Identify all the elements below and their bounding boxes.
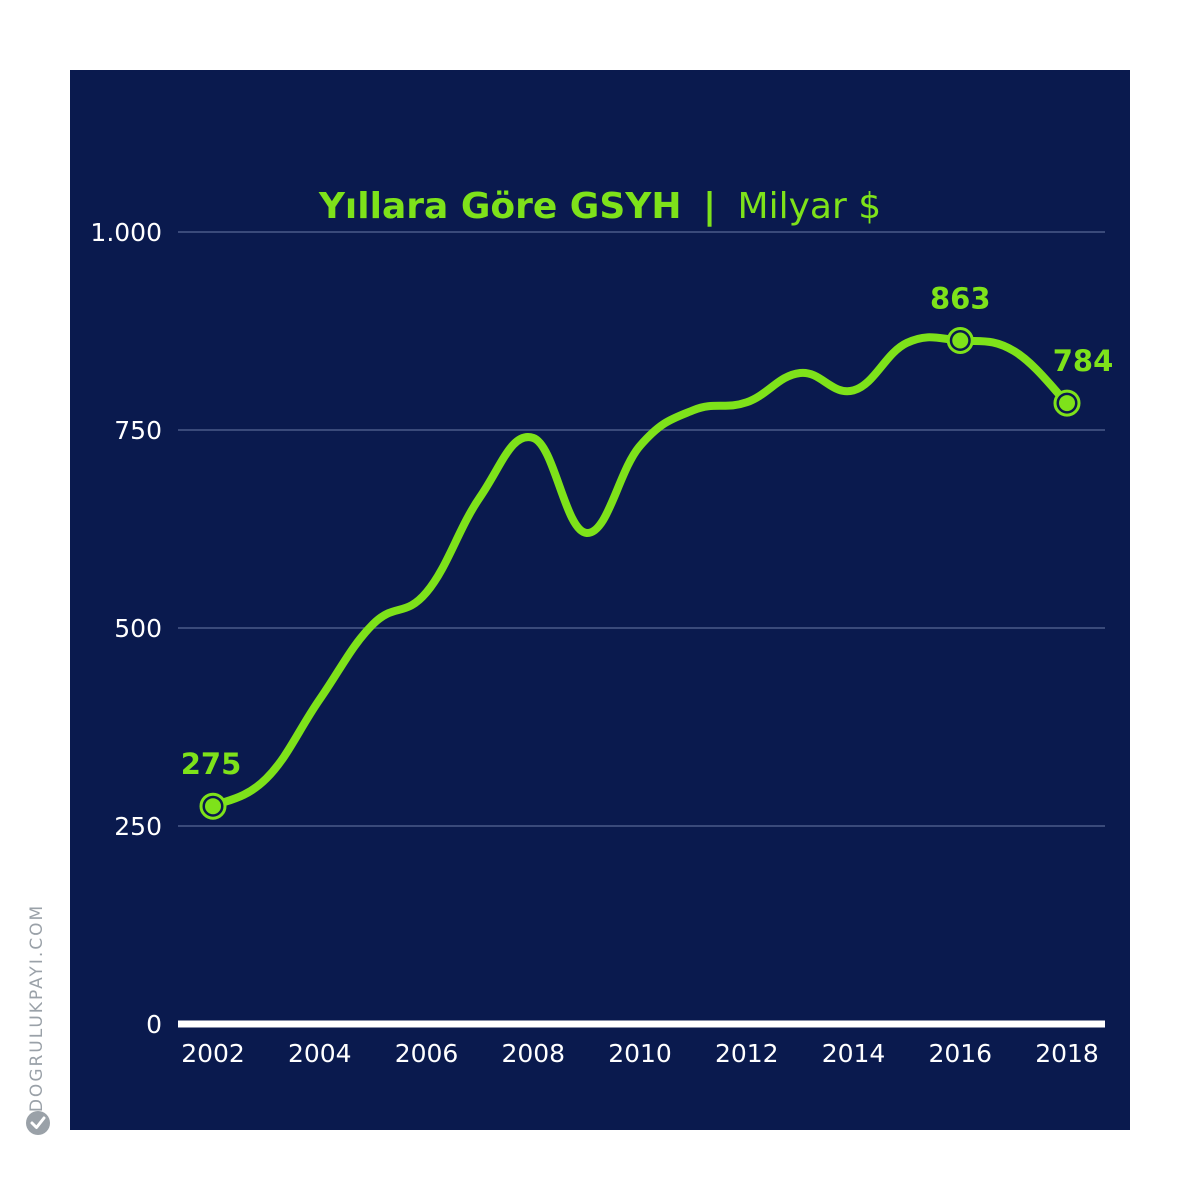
y-tick-label-250: 250 <box>114 812 162 841</box>
data-label-2016: 863 <box>930 282 991 316</box>
x-tick-label-2004: 2004 <box>288 1039 352 1068</box>
annotation-labels: 275 863 784 <box>181 282 1114 782</box>
grid-lines <box>178 231 1105 1028</box>
chart-panel: Yıllara Göre GSYH | Milyar $ 0 250 500 750 1… <box>70 70 1130 1130</box>
series-line <box>209 333 1071 811</box>
annotation-markers <box>199 327 1081 820</box>
data-point-2016 <box>946 327 974 355</box>
y-axis-tick-labels: 0 250 500 750 1.000 <box>90 218 162 1039</box>
data-point-2018 <box>1053 389 1081 417</box>
data-label-2002: 275 <box>181 747 242 781</box>
chart-svg: Yıllara Göre GSYH | Milyar $ 0 250 500 750 1… <box>90 186 1114 1068</box>
x-tick-label-2014: 2014 <box>822 1039 886 1068</box>
x-tick-label-2012: 2012 <box>715 1039 779 1068</box>
x-tick-label-2002: 2002 <box>181 1039 245 1068</box>
x-tick-label-2010: 2010 <box>608 1039 672 1068</box>
data-label-2018: 784 <box>1053 344 1114 378</box>
chart-subtitle: Milyar $ <box>738 186 882 227</box>
chart-title-separator: | <box>703 186 716 227</box>
y-tick-label-500: 500 <box>114 614 162 643</box>
x-tick-label-2008: 2008 <box>501 1039 565 1068</box>
dogrulukpayi-logo-icon <box>26 1111 50 1135</box>
data-point-2002 <box>199 792 227 820</box>
gdp-line <box>209 333 1071 811</box>
chart-title: Yıllara Göre GSYH | Milyar $ <box>318 186 881 227</box>
x-axis-tick-labels: 2002 2004 2006 2008 2010 2012 2014 2016 2018 <box>181 1039 1099 1068</box>
x-tick-label-2006: 2006 <box>395 1039 459 1068</box>
x-tick-label-2018: 2018 <box>1035 1039 1099 1068</box>
x-tick-label-2016: 2016 <box>928 1039 992 1068</box>
y-tick-label-1000: 1.000 <box>90 218 162 247</box>
y-tick-label-0: 0 <box>146 1010 162 1039</box>
chart-title-main: Yıllara Göre GSYH <box>318 186 682 227</box>
watermark-text: DOGRULUKPAYI.COM <box>27 903 47 1113</box>
y-tick-label-750: 750 <box>114 416 162 445</box>
